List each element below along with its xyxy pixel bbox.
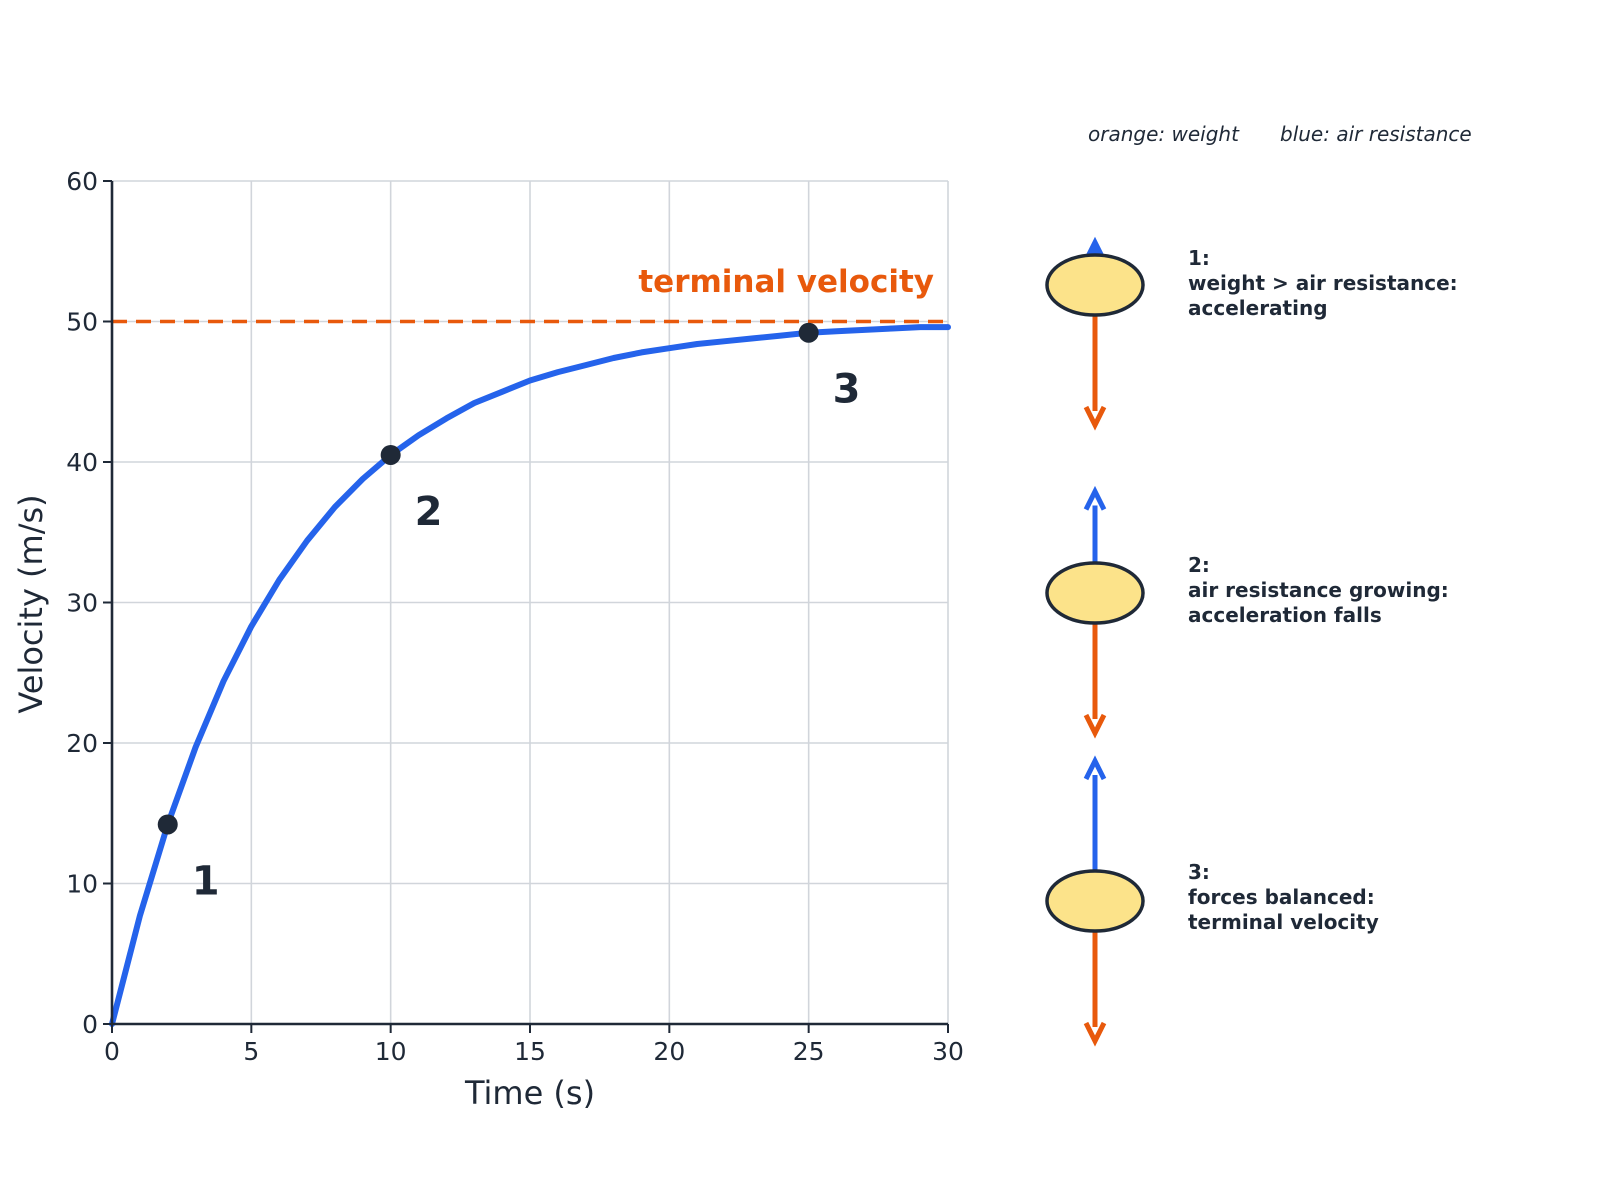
- chart-gridlines: [112, 180, 949, 1024]
- air-resistance-arrow-head: [1083, 755, 1107, 781]
- y-tick-label: 50: [66, 308, 98, 337]
- x-tick-label: 10: [375, 1037, 407, 1066]
- y-tick-label: 20: [66, 729, 98, 758]
- point-label-1: 1: [192, 858, 220, 904]
- legend-weight: orange: weight: [1088, 122, 1240, 146]
- y-tick-label: 40: [66, 448, 98, 477]
- air-resistance-arrow-head: [1083, 485, 1107, 511]
- panel-3-line1: forces balanced:: [1188, 885, 1375, 909]
- falling-object: [1045, 561, 1145, 625]
- x-tick-label: 5: [243, 1037, 259, 1066]
- panel-1-line1: weight > air resistance:: [1188, 271, 1458, 295]
- force-diagram-3: [1045, 755, 1145, 1047]
- weight-arrow-head: [1083, 405, 1107, 431]
- point-marker-3: [798, 322, 819, 343]
- point-label-2: 2: [415, 489, 443, 535]
- panel-2-number: 2:: [1188, 553, 1210, 577]
- x-tick-label: 15: [514, 1037, 546, 1066]
- marked-points: 1 2 3: [157, 322, 861, 904]
- panel-2-line2: acceleration falls: [1188, 603, 1382, 627]
- force-diagram-1: [1045, 236, 1145, 431]
- weight-arrow-head: [1083, 1021, 1107, 1047]
- y-tick-label: 60: [66, 167, 98, 196]
- falling-object: [1045, 253, 1145, 317]
- y-tick-label: 30: [66, 589, 98, 618]
- x-tick-label: 30: [932, 1037, 964, 1066]
- point-label-3: 3: [833, 367, 861, 413]
- x-axis-title: Time (s): [464, 1074, 595, 1112]
- force-panel-2-text: 2: air resistance growing: acceleration …: [1188, 553, 1449, 627]
- weight-arrow-head: [1083, 713, 1107, 739]
- force-panel-1-text: 1: weight > air resistance: accelerating: [1188, 246, 1458, 320]
- legend-air-resistance: blue: air resistance: [1280, 122, 1472, 146]
- force-diagram-2: [1045, 485, 1145, 739]
- panel-1-number: 1:: [1188, 246, 1210, 270]
- force-diagrams: [1045, 236, 1145, 1047]
- x-tick-label: 20: [653, 1037, 685, 1066]
- x-tick-label: 0: [104, 1037, 120, 1066]
- y-tick-label: 0: [82, 1010, 98, 1039]
- panel-1-line2: accelerating: [1188, 296, 1328, 320]
- force-panel-3-text: 3: forces balanced: terminal velocity: [1188, 860, 1379, 934]
- falling-object: [1045, 869, 1145, 933]
- panel-3-line2: terminal velocity: [1188, 910, 1379, 934]
- point-marker-2: [380, 444, 401, 465]
- y-axis-title: Velocity (m/s): [12, 494, 50, 713]
- chart-axes: 0 5 10 15 20 25 30 0 10 20 30 40 50 60: [66, 167, 964, 1066]
- y-tick-label: 10: [66, 870, 98, 899]
- point-marker-1: [157, 814, 178, 835]
- x-tick-label: 25: [793, 1037, 825, 1066]
- panel-2-line1: air resistance growing:: [1188, 578, 1449, 602]
- terminal-velocity-label: terminal velocity: [638, 264, 934, 300]
- panel-3-number: 3:: [1188, 860, 1210, 884]
